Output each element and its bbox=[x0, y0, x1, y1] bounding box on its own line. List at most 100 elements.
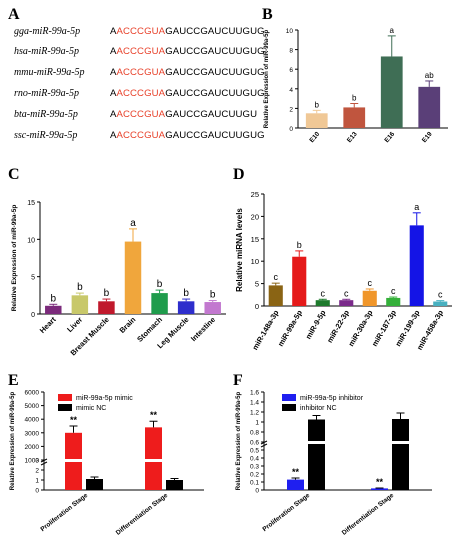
y-tick-label: 0.3 bbox=[250, 464, 259, 471]
x-tick-label: Proliferation Stage bbox=[39, 492, 89, 533]
species-name: hsa-miR-99a-5p bbox=[14, 46, 79, 57]
significance-letter: c bbox=[368, 278, 373, 288]
bar bbox=[371, 488, 388, 490]
sequence-prefix: A bbox=[110, 88, 117, 99]
chart-e-mimic: Relative Expression of miR-99a-5p 0 1 2 3100… bbox=[10, 390, 204, 537]
bar bbox=[339, 300, 354, 306]
panel-label-b: B bbox=[262, 6, 273, 23]
bar bbox=[86, 479, 103, 490]
significance-letter: c bbox=[344, 288, 349, 298]
species-name: mmu-miR-99a-5p bbox=[14, 67, 85, 78]
panel-label-c: C bbox=[8, 166, 20, 183]
bar bbox=[292, 256, 307, 306]
x-tick-label: E16 bbox=[383, 131, 396, 145]
y-tick-label: 0 bbox=[35, 488, 39, 495]
chart-d-mirna-levels: Relative miRNA levels 0 5 10 15 20 25 c miR-148a… bbox=[235, 190, 452, 352]
axis-break-mark bbox=[40, 461, 48, 466]
y-tick-label: 1.4 bbox=[250, 400, 259, 407]
sequence-prefix: A bbox=[110, 46, 117, 57]
significance-marker: ** bbox=[376, 477, 384, 487]
y-tick-label: 8 bbox=[289, 48, 293, 55]
y-tick-label: 4 bbox=[289, 87, 293, 94]
bar bbox=[343, 107, 366, 128]
y-tick-label: 10 bbox=[286, 28, 294, 35]
y-axis-label: Relative Expression of miR-99a-5p bbox=[11, 205, 18, 312]
legend-label: inhibitor NC bbox=[300, 405, 337, 412]
y-tick-label: 0.4 bbox=[250, 456, 259, 463]
y-tick-label: 0.8 bbox=[250, 430, 259, 437]
chart-b-embryonic-expression: Relative Expression of miR-99a-5p 0 2 4 6 8 10… bbox=[264, 26, 448, 145]
sequence-prefix: A bbox=[110, 130, 117, 141]
bar bbox=[204, 302, 221, 314]
significance-letter: b bbox=[210, 290, 216, 301]
significance-letter: c bbox=[438, 290, 443, 300]
bar bbox=[315, 300, 330, 306]
significance-letter: ab bbox=[425, 71, 434, 80]
bar bbox=[380, 56, 403, 128]
x-tick-label: Differentiation Stage bbox=[341, 492, 396, 537]
chart-f-inhibitor: Relative Expression of miR-99a-5p 00.10.2… bbox=[236, 390, 432, 537]
bar bbox=[362, 290, 377, 306]
seed-region: ACCCGUA bbox=[116, 46, 166, 57]
y-axis-label: Relative Expression of miR-99a-5p bbox=[236, 391, 242, 490]
y-tick-label: 25 bbox=[251, 190, 259, 199]
sequence-prefix: A bbox=[110, 26, 117, 37]
x-tick-label: Intestine bbox=[189, 315, 217, 343]
y-tick-label: 1 bbox=[255, 420, 259, 427]
bar-break-band bbox=[360, 441, 420, 444]
chart-c-tissue-expression: Relative Expression of miR-99a-5p 0 5 10 15 b… bbox=[11, 200, 226, 357]
legend-swatch bbox=[58, 394, 72, 401]
bar bbox=[287, 479, 304, 490]
significance-marker: ** bbox=[150, 410, 158, 420]
significance-letter: b bbox=[352, 94, 357, 103]
y-axis-label: Relative miRNA levels bbox=[235, 208, 244, 292]
y-tick-label: 10 bbox=[251, 257, 259, 266]
y-tick-label: 1 bbox=[35, 478, 39, 485]
bar-break-band bbox=[54, 459, 114, 462]
x-tick-label: miR-99a-5p bbox=[276, 308, 304, 348]
significance-letter: a bbox=[130, 218, 136, 229]
y-axis-label: Relative Expression of miR-99a-5p bbox=[264, 29, 270, 128]
sequence-suffix: GAUCCGAUCUUGUG bbox=[165, 67, 265, 78]
sequence-suffix: GAUCCGAUCUUGUG bbox=[165, 26, 265, 37]
legend-swatch bbox=[282, 404, 296, 411]
significance-letter: b bbox=[183, 288, 189, 299]
y-tick-label: 2 bbox=[35, 468, 39, 475]
x-tick-label: miR-148a-3p bbox=[250, 308, 280, 351]
seed-region: ACCCGUA bbox=[116, 109, 166, 120]
legend-label: mimic NC bbox=[76, 405, 106, 412]
sequence-suffix: GAUCCGAUCUUGUG bbox=[165, 46, 265, 57]
bar-break-band bbox=[276, 441, 336, 444]
y-tick-label: 3 bbox=[35, 458, 39, 465]
y-tick-label: 0.5 bbox=[250, 448, 259, 455]
bar bbox=[166, 480, 183, 490]
y-tick-label: 2 bbox=[289, 106, 293, 113]
significance-letter: a bbox=[390, 26, 395, 35]
axis-break-mark bbox=[260, 443, 268, 448]
y-axis-label: Relative Expression of miR-99a-5p bbox=[10, 391, 16, 490]
y-tick-label: 5 bbox=[31, 275, 35, 282]
x-tick-label: Heart bbox=[38, 315, 58, 335]
panel-label-f: F bbox=[233, 372, 243, 389]
species-name: rno-miR-99a-5p bbox=[14, 88, 79, 99]
y-tick-label: 3000 bbox=[25, 430, 40, 437]
x-tick-label: Brain bbox=[117, 315, 137, 335]
significance-letter: c bbox=[274, 272, 279, 282]
y-tick-label: 1000 bbox=[25, 458, 40, 465]
y-tick-label: 6000 bbox=[25, 390, 40, 397]
species-name: bta-miR-99a-5p bbox=[14, 109, 78, 120]
seed-region: ACCCGUA bbox=[116, 26, 166, 37]
x-tick-label: E10 bbox=[308, 131, 321, 145]
y-tick-label: 15 bbox=[251, 235, 259, 244]
bar bbox=[177, 301, 195, 314]
significance-letter: b bbox=[315, 100, 320, 109]
panel-label-e: E bbox=[8, 372, 19, 389]
legend-label: miR-99a-5p inhibitor bbox=[300, 395, 364, 402]
significance-letter: c bbox=[391, 286, 396, 296]
significance-letter: b bbox=[297, 240, 302, 250]
seed-region: ACCCGUA bbox=[116, 88, 166, 99]
y-tick-label: 0 bbox=[289, 126, 293, 133]
y-tick-label: 4000 bbox=[25, 417, 40, 424]
significance-letter: b bbox=[51, 293, 57, 304]
bar bbox=[71, 295, 89, 314]
